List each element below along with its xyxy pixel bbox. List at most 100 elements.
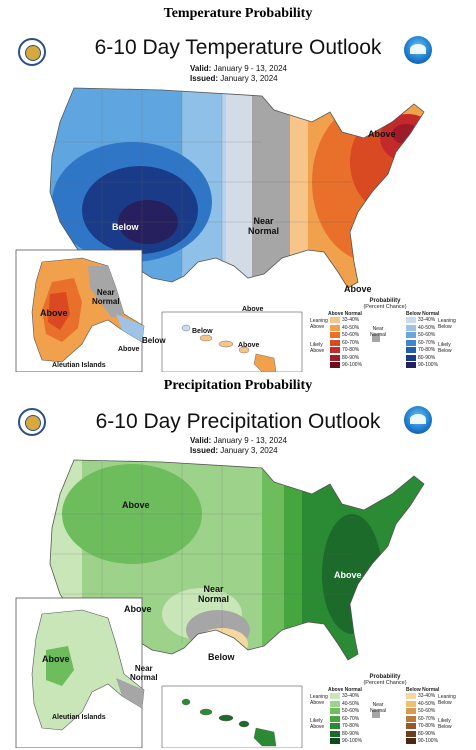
legend-swatch-below [406,317,416,323]
temp-label-hawaii-above-2: Above [238,342,260,349]
legend-swatch-below [406,362,416,368]
precip-label-alaska-near: Near Normal [130,664,158,682]
noaa-logo-icon [404,36,432,64]
legend-swatch-above [330,700,340,707]
legend-range-above: 80-90% [342,730,360,737]
temp-label-hawaii-below: Below [192,328,213,335]
temperature-section-title: Temperature Probability [163,6,313,21]
valid-value: January 9 - 13, 2024 [213,64,287,73]
valid-label: Valid: [190,436,212,445]
issued-label: Issued: [190,74,219,83]
precipitation-outlook-title: 6-10 Day Precipitation Outlook [95,410,381,433]
issued-value: January 3, 2024 [220,446,278,455]
legend-swatch-below [406,715,416,722]
legend-title: Probability [369,298,401,304]
legend-swatch-below [406,730,416,737]
legend-range-below: 40-50% [418,324,436,331]
legend-near-normal: Near Normal [369,702,387,714]
legend-swatch-above [330,708,340,714]
legend-likely-below: Likely Below [438,342,452,354]
precip-label-below-texas: Below [208,652,235,662]
temp-label-alaska-above: Above [40,308,68,318]
legend-range-above: 70-80% [342,723,360,729]
legend-subtitle: (Percent Chance) [363,680,407,686]
legend-swatch-above [330,715,340,722]
legend-subtitle: (Percent Chance) [363,304,407,310]
temp-label-hawaii-above-1: Above [242,306,264,313]
legend-range-above: 60-70% [342,715,360,722]
legend-swatch-below [406,700,416,707]
legend-range-above: 90-100% [342,362,363,368]
legend-range-below: 90-100% [418,362,439,368]
precipitation-panel: 6-10 Day Precipitation Outlook Valid: Ja… [12,398,464,748]
temp-label-above-florida: Above [344,284,372,294]
temperature-conus-map [15,87,425,372]
legend-range-above: 90-100% [342,738,363,744]
precip-label-above-southeast: Above [334,570,362,580]
legend-swatch-below [406,723,416,729]
legend-swatch-below [406,339,416,346]
precipitation-legend: Probability (Percent Chance) Above Norma… [310,674,460,748]
legend-range-below: 90-100% [418,738,439,744]
legend-range-above: 50-60% [342,332,360,338]
valid-label: Valid: [190,64,212,73]
precip-label-above-southwest: Above [124,604,152,614]
legend-swatch-below [406,354,416,361]
precip-label-above-northwest: Above [122,500,150,510]
legend-near-normal: Near Normal [369,326,387,338]
legend-swatch-above [330,354,340,361]
issued-value: January 3, 2024 [220,74,278,83]
legend-col-above: Above Normal [328,311,362,317]
legend-swatch-above [330,324,340,331]
legend-range-below: 33-40% [418,693,436,699]
legend-swatch-below [406,693,416,699]
temp-label-above-northeast: Above [368,129,396,139]
legend-leaning-below: Leaning Below [438,694,456,706]
temperature-legend: Probability (Percent Chance) Above Norma… [310,298,460,372]
legend-leaning-below: Leaning Below [438,318,456,330]
legend-likely-above: Likely Above [310,342,325,354]
legend-range-below: 60-70% [418,715,436,722]
legend-swatch-above [330,693,340,699]
legend-range-below: 70-80% [418,347,436,353]
legend-col-above: Above Normal [328,687,362,693]
legend-range-above: 40-50% [342,324,360,331]
legend-swatch-above [330,738,340,744]
legend-likely-above: Likely Above [310,718,325,730]
temperature-dates: Valid: January 9 - 13, 2024 Issued: Janu… [190,64,287,84]
legend-range-above: 80-90% [342,354,360,361]
commerce-seal-icon [18,38,46,66]
commerce-seal-icon [18,408,46,436]
legend-title: Probability [369,674,401,680]
valid-value: January 9 - 13, 2024 [213,436,287,445]
temp-label-alaska-near: Near Normal [92,288,120,306]
temp-label-aleutian-above: Above [118,346,140,353]
legend-col-below: Below Normal [406,311,440,317]
precipitation-dates: Valid: January 9 - 13, 2024 Issued: Janu… [190,436,287,456]
legend-range-below: 33-40% [418,317,436,323]
precipitation-conus-map [15,459,425,748]
temp-label-aleutian: Aleutian Islands [52,362,106,369]
legend-swatch-above [330,362,340,368]
legend-swatch-above [330,317,340,323]
legend-likely-below: Likely Below [438,718,452,730]
legend-leaning-above: Leaning Above [310,318,328,330]
legend-range-below: 40-50% [418,700,436,707]
precip-label-alaska-above: Above [42,654,70,664]
legend-swatch-below [406,708,416,714]
precip-label-aleutian: Aleutian Islands [52,714,106,721]
temp-label-alaska-below: Below [142,336,166,345]
temp-label-near-normal: Near Normal [248,216,280,236]
legend-range-above: 50-60% [342,708,360,714]
legend-range-below: 60-70% [418,339,436,346]
legend-swatch-above [330,332,340,338]
temperature-panel: 6-10 Day Temperature Outlook Valid: Janu… [12,26,464,372]
legend-swatch-near [372,334,380,342]
legend-leaning-above: Leaning Above [310,694,328,706]
precip-label-near-normal: Near Normal [198,584,230,604]
temperature-outlook-title: 6-10 Day Temperature Outlook [94,36,382,59]
legend-swatch-below [406,332,416,338]
legend-range-below: 80-90% [418,730,436,737]
issued-label: Issued: [190,446,219,455]
legend-range-above: 33-40% [342,317,360,323]
